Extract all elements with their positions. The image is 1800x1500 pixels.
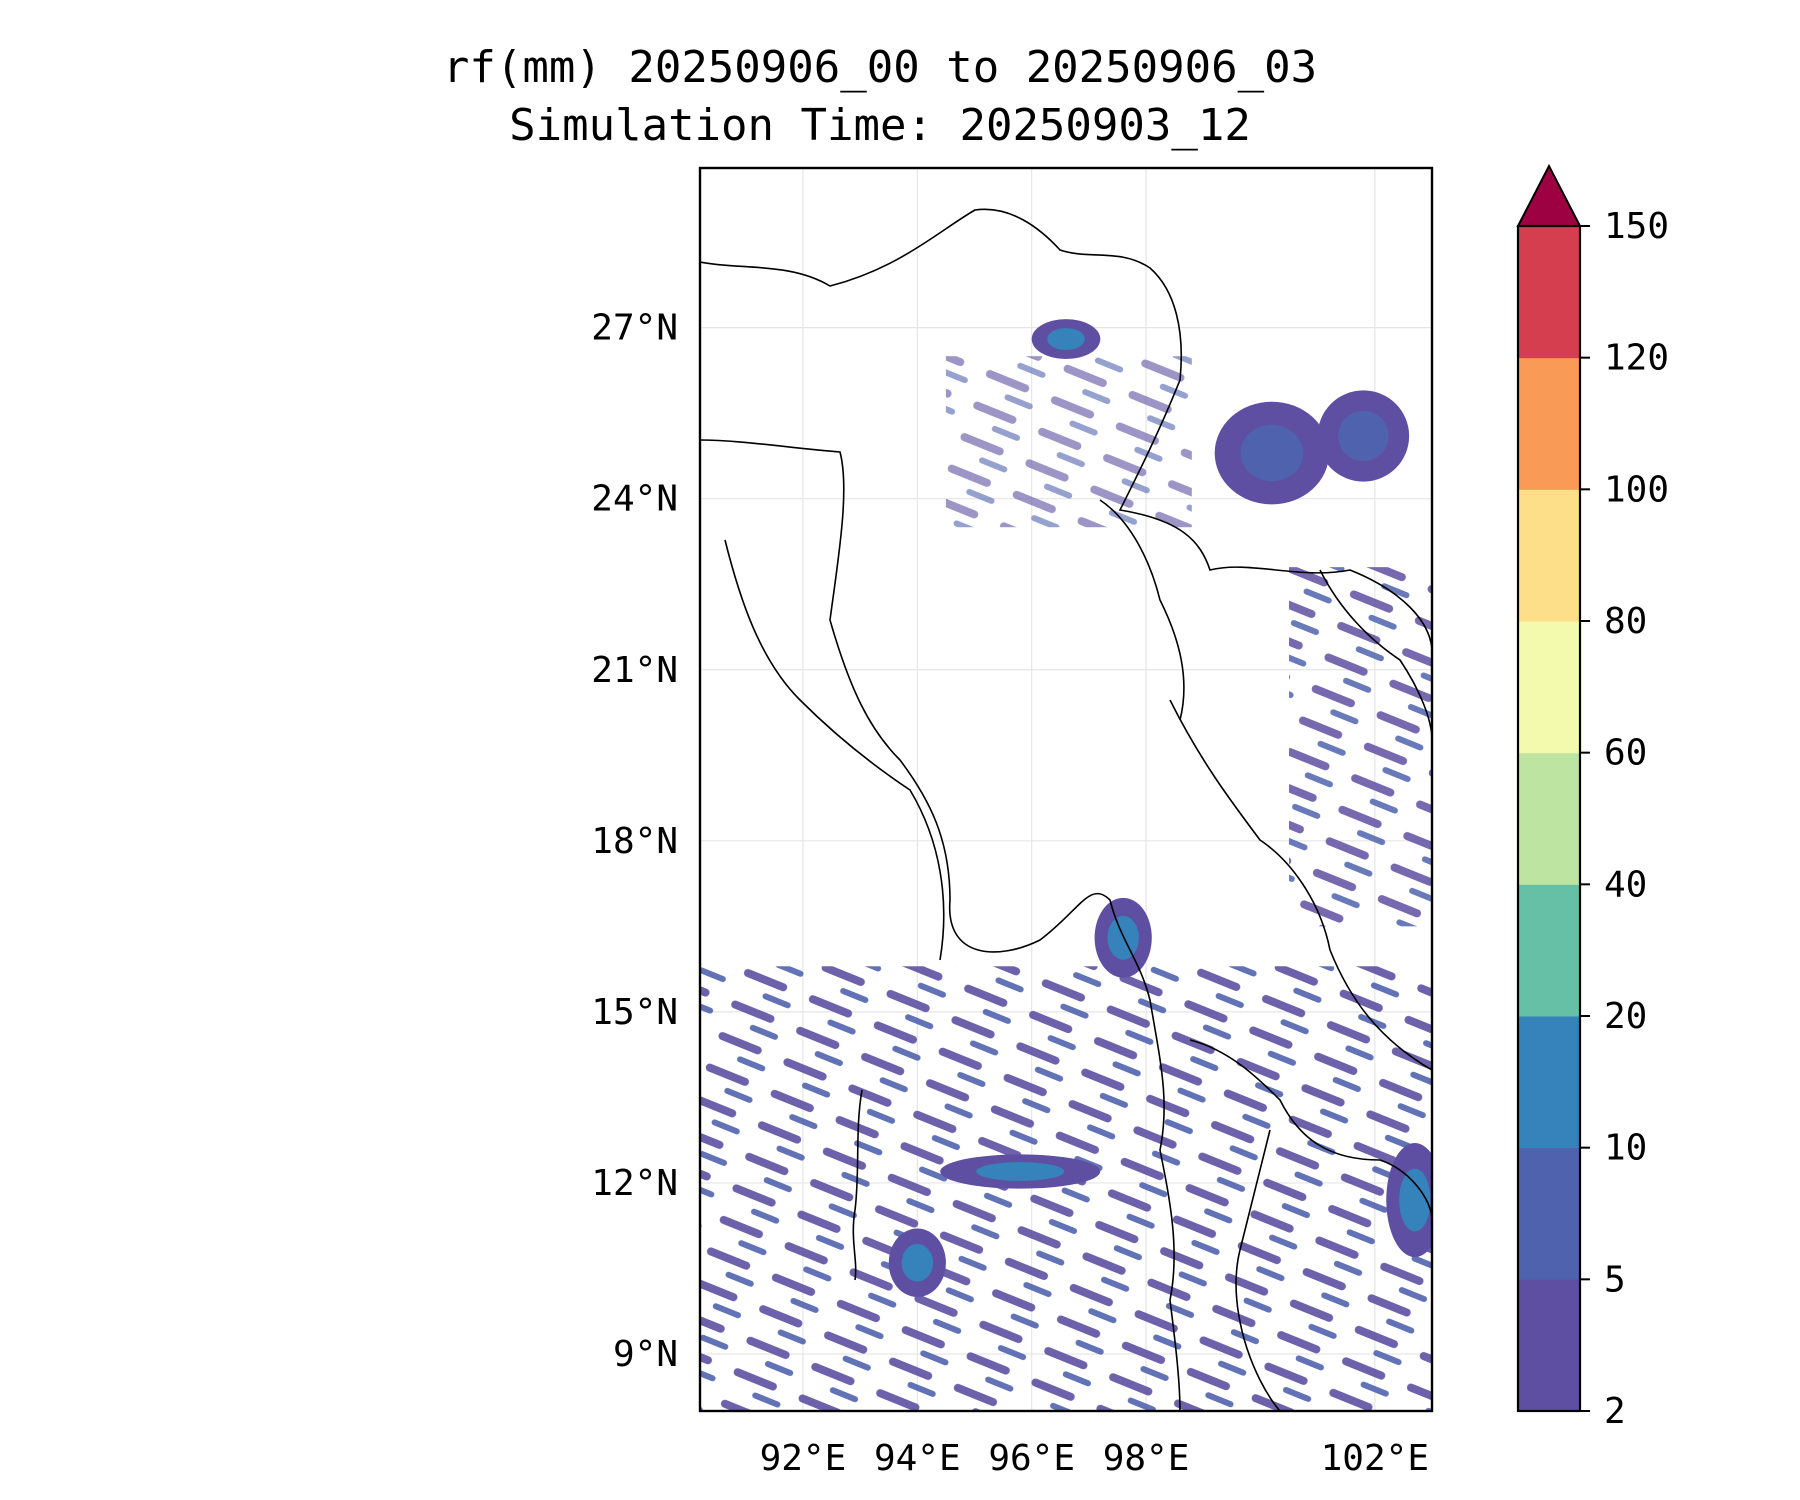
map-frame <box>698 166 1434 1413</box>
colorbar-tick-label: 20 <box>1604 996 1647 1037</box>
colorbar-segment <box>1518 1279 1580 1412</box>
lon-tick-label: 96°E <box>988 1438 1075 1479</box>
colorbar-tick-label: 10 <box>1604 1128 1647 1169</box>
colorbar-segment <box>1518 357 1580 490</box>
rain-core-5 <box>976 1162 1065 1181</box>
colorbar-tick-label: 5 <box>1604 1259 1626 1300</box>
colorbar-tick-label: 100 <box>1604 469 1669 510</box>
colorbar-segment <box>1518 884 1580 1017</box>
lat-tick-label: 21°N <box>591 650 678 691</box>
lon-tick-label: 102°E <box>1321 1438 1429 1479</box>
colorbar-tick-label: 60 <box>1604 733 1647 774</box>
lon-tick-label: 98°E <box>1103 1438 1190 1479</box>
chart-title-line1: rf(mm) 20250906_00 to 20250906_03 <box>442 42 1318 93</box>
colorbar-segment <box>1518 621 1580 754</box>
latitude-tick-labels: 27°N 24°N 21°N 18°N 15°N 12°N 9°N <box>591 308 678 1375</box>
lat-tick-label: 27°N <box>591 308 678 349</box>
rain-core-1 <box>1240 424 1304 482</box>
rain-streaks-east <box>1289 567 1432 927</box>
lat-tick-label: 24°N <box>591 479 678 520</box>
colorbar-tick-label: 150 <box>1604 206 1669 247</box>
colorbar <box>1516 163 1582 1413</box>
rain-core-2 <box>1338 410 1389 462</box>
lat-tick-label: 15°N <box>591 992 678 1033</box>
rain-core-3 <box>1047 328 1085 351</box>
rainfall-field <box>700 319 1432 1411</box>
colorbar-tick-label: 2 <box>1604 1391 1626 1432</box>
coastlines-borders <box>700 208 1432 1411</box>
longitude-tick-labels: 92°E 94°E 96°E 98°E 102°E <box>760 1438 1429 1479</box>
rain-core-4 <box>1399 1168 1431 1232</box>
lat-tick-label: 18°N <box>591 821 678 862</box>
rain-streaks-south <box>700 966 1432 1411</box>
map-area <box>700 168 1432 1411</box>
colorbar-segment <box>1518 1147 1580 1280</box>
colorbar-extend-arrow <box>1516 163 1582 227</box>
colorbar-segment <box>1518 1016 1580 1149</box>
colorbar-tick-label: 120 <box>1604 338 1669 379</box>
lon-tick-label: 92°E <box>760 1438 847 1479</box>
colorbar-segment <box>1518 752 1580 885</box>
chart-title-line2: Simulation Time: 20250903_12 <box>509 100 1251 151</box>
lat-tick-label: 12°N <box>591 1163 678 1204</box>
rain-core-6 <box>901 1243 934 1282</box>
colorbar-tick-label: 40 <box>1604 864 1647 905</box>
lon-tick-label: 94°E <box>874 1438 961 1479</box>
colorbar-segment <box>1518 489 1580 622</box>
colorbar-frame <box>1516 224 1582 1413</box>
colorbar-segment <box>1518 226 1580 359</box>
lat-tick-label: 9°N <box>613 1334 678 1375</box>
colorbar-tick-label: 80 <box>1604 601 1647 642</box>
colorbar-tick-labels: 2 5 10 20 40 60 80 100 120 150 <box>1580 206 1669 1432</box>
rain-streaks-north <box>945 356 1192 528</box>
